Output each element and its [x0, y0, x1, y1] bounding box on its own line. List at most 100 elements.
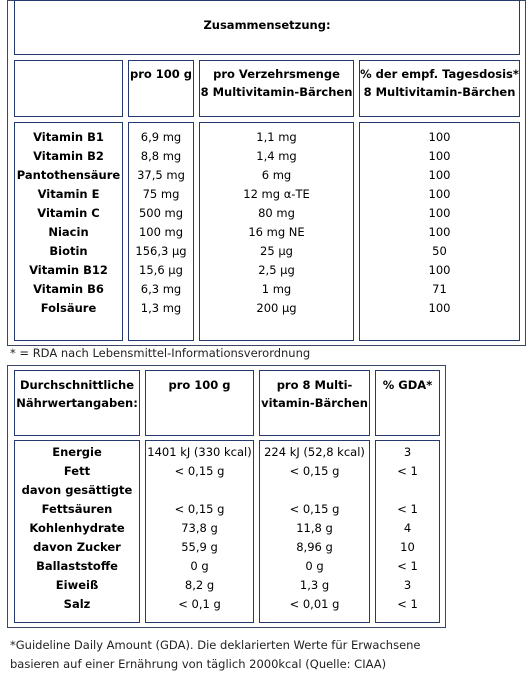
value-per-100g: 8,8 mg	[140, 149, 182, 163]
nutrition-header-label-line1: Durchschnittliche	[19, 378, 135, 392]
nutrition-header-gda-cell: % GDA*	[375, 370, 440, 436]
value-per-serving: 1,4 mg	[256, 149, 297, 163]
table-row: Vitamin B1 6,9 mg 1,1 mg 100	[0, 128, 532, 147]
nutrition-body-per100-col	[145, 440, 254, 623]
vitamin-header-rda-line2: 8 Multivitamin-Bärchen	[363, 85, 516, 99]
value-per-100g: 156,3 µg	[135, 244, 187, 258]
vitamin-header-empty-cell	[14, 60, 123, 117]
value-per-serving: 80 mg	[258, 206, 295, 220]
table-row: Vitamin B2 8,8 mg 1,4 mg 100	[0, 147, 532, 166]
value-per-100g: 6,9 mg	[140, 130, 182, 144]
table-row: Vitamin B12 15,6 µg 2,5 µg 100	[0, 261, 532, 280]
value-per-serving: 6 mg	[261, 168, 292, 182]
nutrient-name: davon Zucker	[33, 540, 121, 554]
nutrient-name: Vitamin B12	[29, 263, 108, 277]
value-per-100g: 100 mg	[138, 225, 184, 239]
value-per-serving: < 0,15 g	[289, 464, 340, 478]
value-per-100g: 0 g	[190, 559, 209, 573]
table-row: davon gesättigte	[0, 481, 532, 500]
nutrient-name: Niacin	[48, 225, 89, 239]
value-rda-percent: 100	[428, 187, 451, 201]
value-per-serving: 16 mg NE	[248, 225, 305, 239]
table-row: Fettsäuren < 0,15 g < 0,15 g < 1	[0, 500, 532, 519]
value-per-100g: < 0,15 g	[174, 502, 225, 516]
value-rda-percent: 100	[428, 225, 451, 239]
value-per-serving: 0 g	[305, 559, 324, 573]
vitamin-body-name-col	[14, 122, 123, 341]
nutrition-body-serving-col	[259, 440, 370, 623]
value-gda-percent: < 1	[397, 597, 418, 611]
nutrition-table	[7, 365, 446, 628]
vitamin-header-per100: pro 100 g	[129, 67, 193, 81]
value-gda-percent: 10	[400, 540, 415, 554]
vitamin-table-title-cell: Zusammensetzung:	[14, 0, 520, 55]
vitamin-header-serving-cell: pro Verzehrsmenge 8 Multivitamin-Bärchen	[199, 60, 354, 117]
value-per-100g: 55,9 g	[181, 540, 218, 554]
vitamin-body-serving-col	[199, 122, 354, 341]
nutrition-header-label-cell: Durchschnittliche Nährwertangaben:	[14, 370, 140, 436]
table-row: Eiweiß 8,2 g 1,3 g 3	[0, 576, 532, 595]
table-row: Salz < 0,1 g < 0,01 g < 1	[0, 595, 532, 614]
value-rda-percent: 100	[428, 168, 451, 182]
value-per-serving: 1 mg	[261, 282, 292, 296]
table-row: Vitamin C 500 mg 80 mg 100	[0, 204, 532, 223]
vitamin-table-title: Zusammensetzung:	[203, 18, 331, 32]
vitamin-header-rda-line1: % der empf. Tagesdosis*	[360, 67, 519, 81]
value-rda-percent: 100	[428, 263, 451, 277]
value-gda-percent: < 1	[397, 464, 418, 478]
value-per-100g: < 0,1 g	[178, 597, 221, 611]
value-per-100g: 500 mg	[138, 206, 184, 220]
nutrient-name: Pantothensäure	[16, 168, 121, 182]
table-row: Energie 1401 kJ (330 kcal) 224 kJ (52,8 kc…	[0, 443, 532, 462]
value-per-serving: 200 µg	[256, 301, 297, 315]
value-rda-percent: 100	[428, 206, 451, 220]
table-row: Ballaststoffe 0 g 0 g < 1	[0, 557, 532, 576]
value-per-100g: 6,3 mg	[140, 282, 182, 296]
value-per-serving	[259, 481, 370, 500]
nutrient-name: Eiweiß	[55, 578, 99, 592]
value-per-serving: 224 kJ (52,8 kcal)	[264, 445, 365, 459]
nutrient-name: davon gesättigte	[21, 483, 133, 497]
table-row: Vitamin B6 6,3 mg 1 mg 71	[0, 280, 532, 299]
value-rda-percent: 71	[432, 282, 447, 296]
value-rda-percent: 100	[428, 301, 451, 315]
vitamin-header-serving-line2: 8 Multivitamin-Bärchen	[200, 85, 353, 99]
nutrient-name: Fett	[63, 464, 91, 478]
nutrient-name: Biotin	[49, 244, 88, 258]
table-row: Folsäure 1,3 mg 200 µg 100	[0, 299, 532, 318]
table-row: Fett < 0,15 g < 0,15 g < 1	[0, 462, 532, 481]
value-per-serving: 1,1 mg	[256, 130, 297, 144]
nutrient-name: Vitamin C	[37, 206, 100, 220]
nutrition-header-per100: pro 100 g	[168, 378, 231, 392]
value-per-serving: 25 µg	[260, 244, 293, 258]
nutrition-header-per100-cell: pro 100 g	[145, 370, 254, 436]
value-per-serving: 8,96 g	[296, 540, 333, 554]
value-per-serving: 12 mg α-TE	[243, 187, 310, 201]
nutrient-name: Salz	[63, 597, 91, 611]
value-gda-percent: 3	[403, 578, 412, 592]
value-rda-percent: 100	[428, 149, 451, 163]
value-per-100g: < 0,15 g	[174, 464, 225, 478]
vitamin-header-rda-cell: % der empf. Tagesdosis* 8 Multivitamin-B…	[359, 60, 520, 117]
vitamin-body-rda-col	[359, 122, 520, 341]
value-gda-percent: < 1	[397, 502, 418, 516]
value-per-100g: 73,8 g	[181, 521, 218, 535]
nutrition-body-name-col	[14, 440, 140, 623]
value-rda-percent: 50	[432, 244, 447, 258]
value-gda-percent: 3	[403, 445, 412, 459]
vitamin-footnote: * = RDA nach Lebensmittel-Informationsve…	[10, 346, 311, 360]
value-per-100g: 37,5 mg	[137, 168, 185, 182]
nutrient-name: Vitamin B1	[33, 130, 104, 144]
table-row: Niacin 100 mg 16 mg NE 100	[0, 223, 532, 242]
nutrient-name: Folsäure	[40, 301, 97, 315]
value-per-100g: 1,3 mg	[140, 301, 182, 315]
value-per-100g: 75 mg	[142, 187, 180, 201]
value-per-serving: < 0,01 g	[289, 597, 340, 611]
value-gda-percent: 4	[403, 521, 412, 535]
table-row: davon Zucker 55,9 g 8,96 g 10	[0, 538, 532, 557]
value-gda-percent	[375, 481, 440, 500]
value-per-100g: 15,6 µg	[139, 263, 183, 277]
nutrient-name: Fettsäuren	[41, 502, 113, 516]
nutrition-header-serving-line2: vitamin-Bärchen	[261, 396, 368, 410]
value-per-serving: < 0,15 g	[289, 502, 340, 516]
